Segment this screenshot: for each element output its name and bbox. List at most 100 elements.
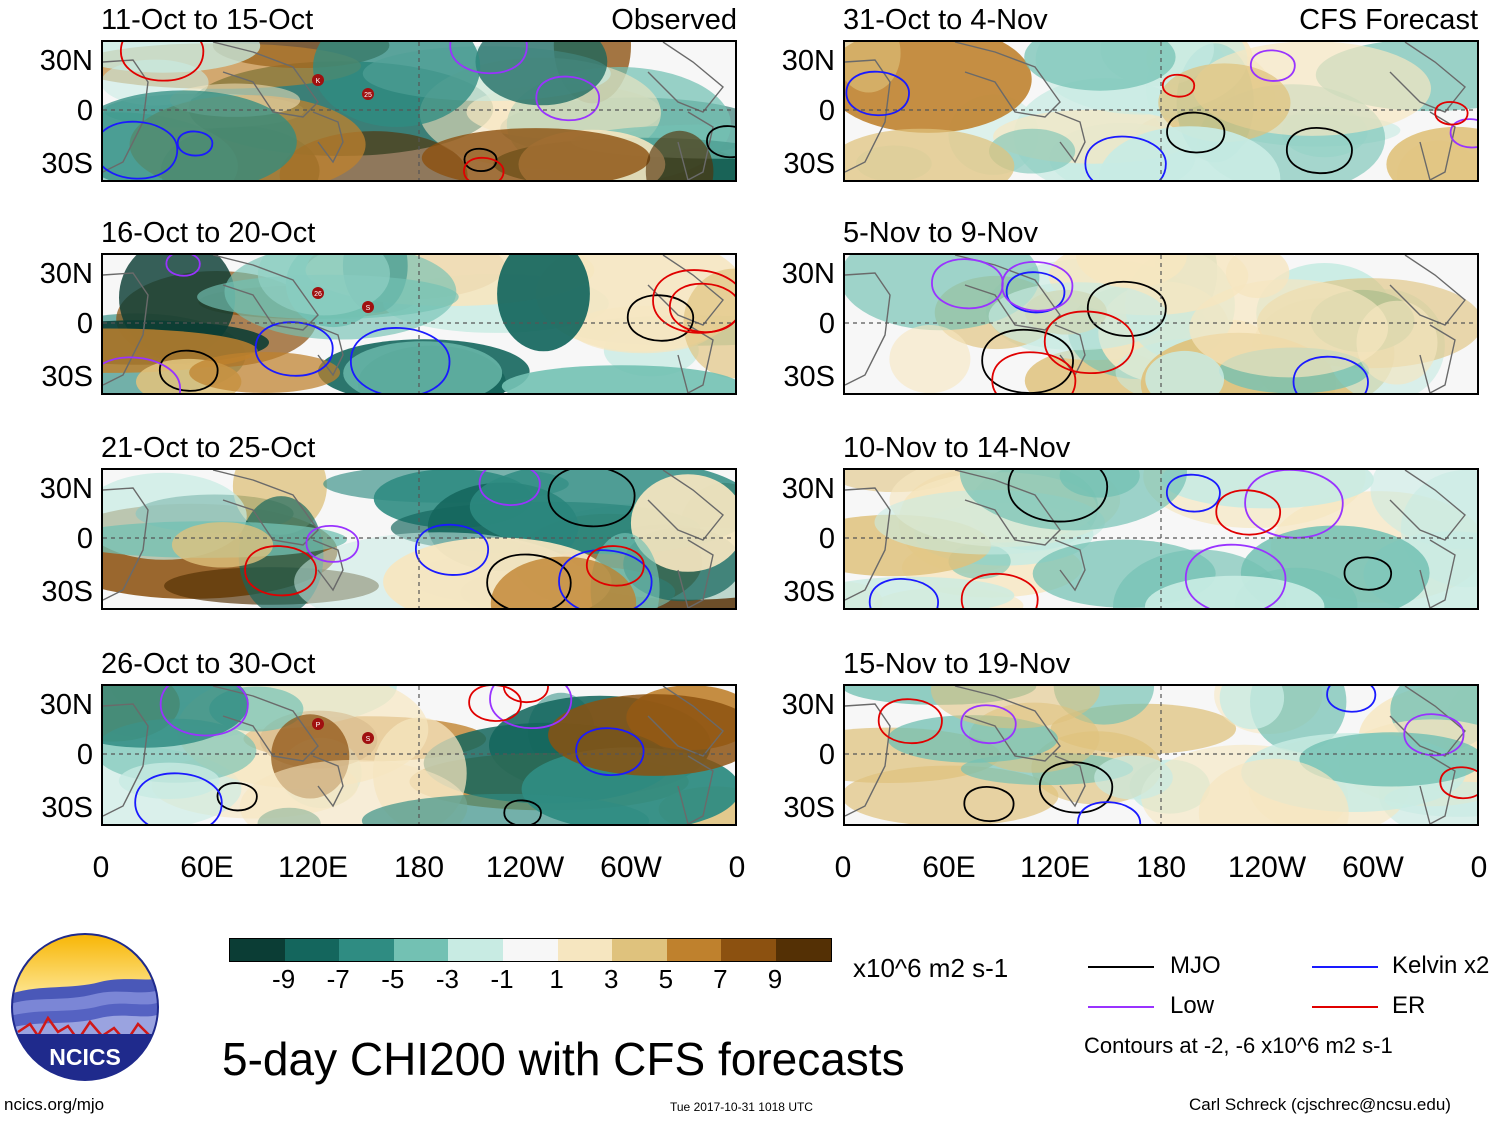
contour-line — [159, 686, 249, 737]
anomaly-blob — [548, 694, 735, 776]
panel-date-label: 21-Oct to 25-Oct — [101, 432, 316, 464]
coastline — [312, 324, 344, 377]
lat-label: 0 — [818, 308, 835, 340]
legend-line-mjo — [1088, 966, 1154, 968]
contour-line — [991, 351, 1077, 393]
anomaly-blob — [343, 341, 503, 393]
contour-line — [1285, 127, 1353, 175]
lon-label: 60E — [922, 851, 976, 884]
anomaly-map-panel — [843, 468, 1479, 610]
colorbar-cell — [557, 939, 613, 961]
panel-date-label: 15-Nov to 19-Nov — [843, 648, 1071, 680]
anomaly-blob — [1198, 758, 1349, 824]
storm-marker: 26 — [312, 287, 324, 299]
coastline — [954, 686, 1061, 762]
anomaly-map-panel — [101, 468, 737, 610]
contour-line — [1001, 261, 1074, 312]
anomaly-blob — [1226, 255, 1290, 299]
panel-date-label: 5-Nov to 9-Nov — [843, 217, 1039, 249]
forecast-label: CFS Forecast — [1299, 4, 1478, 36]
lon-label: 0 — [1470, 851, 1488, 884]
anomaly-blob — [118, 762, 220, 799]
coastline — [1419, 324, 1456, 393]
contour-line — [134, 772, 223, 824]
panel-date-label: 26-Oct to 30-Oct — [101, 648, 316, 680]
lat-label: 30N — [781, 473, 835, 505]
colorbar-tick-label: 1 — [549, 964, 564, 994]
contour-line — [305, 525, 360, 563]
anomaly-blob — [683, 268, 735, 379]
contour-line — [254, 321, 334, 377]
colorbar-cell — [721, 939, 776, 961]
coastline — [845, 487, 891, 601]
lat-label: 0 — [76, 523, 93, 555]
colorbar-cell — [393, 939, 449, 961]
coastline — [103, 487, 149, 601]
lon-label: 0 — [92, 851, 110, 884]
colorbar-tick-label: 9 — [767, 964, 783, 994]
lat-label: 0 — [818, 523, 835, 555]
lat-label: 30N — [781, 258, 835, 290]
anomaly-blob — [497, 255, 590, 352]
anomaly-map-panel — [843, 253, 1479, 395]
coastline — [845, 703, 891, 817]
lon-label: 60W — [600, 851, 662, 884]
contour-line — [502, 686, 549, 704]
lon-label: 120E — [277, 851, 349, 884]
anomaly-blob — [103, 686, 249, 748]
anomaly-blob — [1076, 255, 1187, 289]
colorbar-cell — [775, 939, 831, 961]
contour-line — [158, 349, 219, 392]
coastline — [1389, 255, 1466, 326]
colorbar-tick-label: 3 — [603, 964, 619, 994]
lat-label: 0 — [76, 739, 93, 771]
coastline — [1419, 539, 1456, 608]
colorbar-tick-label: -5 — [381, 964, 405, 994]
lat-label: 30S — [783, 576, 835, 608]
contour-line — [1166, 111, 1226, 154]
lon-label: 180 — [393, 851, 445, 884]
coastline — [1054, 539, 1086, 592]
colorbar-cell — [284, 939, 340, 961]
storm-label: 26 — [314, 291, 322, 298]
lat-label: 30S — [783, 148, 835, 180]
contour-line — [575, 727, 645, 776]
coastline — [212, 255, 319, 331]
lon-label: 60W — [1342, 851, 1404, 884]
contour-line — [1165, 473, 1221, 513]
contour-line — [478, 470, 541, 506]
contour-line — [489, 686, 573, 729]
coastline — [1389, 470, 1466, 541]
coastline — [312, 755, 344, 808]
contour-line — [165, 255, 201, 277]
contour-line — [535, 75, 601, 122]
coastline — [103, 59, 149, 173]
coastline — [103, 272, 149, 386]
anomaly-field-svg — [845, 470, 1477, 608]
coastline — [1054, 324, 1086, 377]
lat-label: 30N — [39, 258, 93, 290]
colorbar — [229, 938, 832, 962]
contour-line — [119, 42, 205, 82]
lat-label: 30N — [39, 689, 93, 721]
anomaly-blob — [988, 282, 1168, 351]
contour-line — [103, 356, 182, 393]
contour-line — [668, 282, 735, 334]
contour-note: Contours at -2, -6 x10^6 m2 s-1 — [1084, 1033, 1393, 1058]
anomaly-blob — [845, 42, 901, 93]
anomaly-blob — [889, 325, 971, 393]
contour-line — [349, 327, 451, 393]
anomaly-blob — [845, 128, 1015, 180]
contour-line — [877, 698, 943, 745]
coastline — [212, 42, 319, 118]
anomaly-blob — [501, 365, 735, 393]
storm-marker: 25 — [362, 88, 374, 100]
lat-label: 30N — [781, 689, 835, 721]
legend-label-low: Low — [1170, 992, 1215, 1019]
anomaly-field-svg: PS — [103, 686, 735, 824]
coastline — [647, 686, 724, 757]
anomaly-field-svg: K 25 — [103, 42, 735, 180]
anomaly-map-panel: K 25 — [101, 40, 737, 182]
coastline — [212, 470, 319, 546]
coastline — [677, 324, 714, 393]
